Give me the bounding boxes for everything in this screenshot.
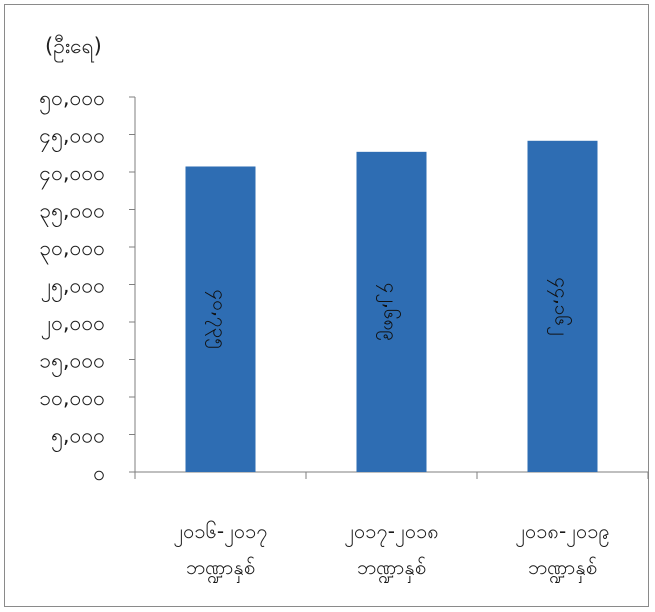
- y-tick-label: ၅,၀၀၀: [51, 424, 105, 453]
- y-tick-label: ၄၅,၀၀၀: [39, 124, 105, 153]
- x-category-label: ဘဏ္ဍာနှစ်: [357, 555, 426, 583]
- y-tick-label: ၄၀,၀၀၀: [39, 161, 105, 190]
- y-tick-label: ၅၀,၀၀၀: [39, 86, 105, 115]
- x-category-label: ၂၀၁၆-၂၀၁၇: [173, 519, 267, 547]
- bar-value-label: ၄၀,၇၃၅: [205, 290, 231, 349]
- x-category-label: ဘဏ္ဍာနှစ်: [186, 555, 255, 583]
- y-tick-label: ၀: [93, 461, 105, 485]
- y-tick-label: ၁၀,၀၀၀: [39, 386, 105, 410]
- x-category-label: ၂၀၁၇-၂၀၁၈: [344, 519, 439, 547]
- bar: [356, 151, 427, 472]
- bars: ၄၀,၇၃၅ ၄၂,၆၈၉ ၄၄,၁၆၂: [185, 140, 598, 473]
- chart-frame: (ဦးရေ) ၀ ၅,၀၀၀ ၁၀,၀၀၀ ၁၅,၀၀၀ ၂၀,၀၀၀ ၂၅,၀၀၀ ၃၀,…: [4, 4, 649, 607]
- bar-value-label: ၄၄,၁၆၂: [547, 277, 574, 335]
- y-tick-label: ၂၀,၀၀၀: [41, 311, 105, 340]
- x-category-label: ဘဏ္ဍာနှစ်: [528, 555, 597, 583]
- y-tick-label: ၂၅,၀၀၀: [41, 274, 105, 303]
- y-axis-unit-label: (ဦးရေ): [45, 33, 102, 63]
- bar: [527, 140, 598, 472]
- y-tick-label: ၃၅,၀၀၀: [39, 199, 105, 228]
- x-category-label: ၂၀၁၈-၂၀၁၉: [515, 519, 610, 547]
- bar-value-label: ၄၂,၆၈၉: [376, 283, 403, 341]
- bar-chart: (ဦးရေ) ၀ ၅,၀၀၀ ၁၀,၀၀၀ ၁၅,၀၀၀ ၂၀,၀၀၀ ၂၅,၀၀၀ ၃၀,…: [39, 33, 649, 583]
- y-tick-label: ၃၀,၀၀၀: [39, 236, 105, 265]
- y-axis-ticks: ၀ ၅,၀၀၀ ၁၀,၀၀၀ ၁၅,၀၀၀ ၂၀,၀၀၀ ၂၅,၀၀၀ ၃၀,၀၀၀ ၃၅,၀…: [39, 86, 135, 485]
- y-tick-label: ၁၅,၀၀၀: [39, 349, 105, 378]
- bar: [185, 166, 256, 473]
